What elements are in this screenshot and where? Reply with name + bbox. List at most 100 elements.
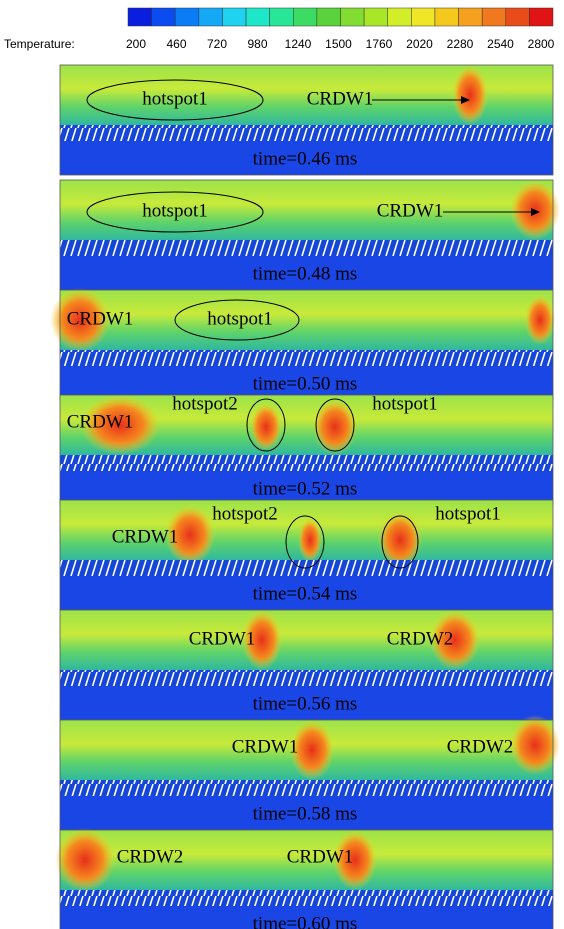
colorbar-tick-label: 720 [207, 37, 227, 51]
annotation: hotspot1 [142, 200, 207, 221]
hotspot-outline [315, 398, 355, 452]
colorbar-segment [151, 7, 176, 27]
hotspot-outline [86, 191, 264, 233]
annotation: CRDW1 [307, 88, 374, 109]
panel: CRDW1 CRDW2 time=0.56 ms [59, 609, 554, 721]
hot-region [313, 399, 357, 455]
hot-region [378, 512, 422, 568]
fresh-gas-zone [60, 686, 553, 720]
annotation: hotspot2 [172, 393, 237, 414]
colorbar-segment [505, 7, 530, 27]
colorbar-segment [340, 7, 365, 27]
annotation: CRDW1 [189, 628, 256, 649]
colorbar-tick-label: 1240 [285, 37, 312, 51]
arrow-head [461, 96, 470, 104]
hotspot-outline [174, 299, 300, 341]
flame-zone [60, 830, 553, 890]
colorbar-segment [434, 7, 459, 27]
hot-region [80, 395, 160, 455]
hot-region [525, 295, 555, 345]
flame-zone [60, 290, 553, 350]
time-label: time=0.46 ms [253, 148, 358, 169]
colorbar-tick-label: 1500 [325, 37, 352, 51]
colorbar-segment [363, 7, 388, 27]
hot-region [333, 830, 377, 890]
hot-region [298, 518, 322, 562]
colorbar-segment [269, 7, 294, 27]
injector-array [60, 670, 553, 686]
annotation: CRDW1 [67, 411, 134, 432]
colorbar-tick-label: 2280 [447, 37, 474, 51]
fresh-gas-zone [60, 906, 553, 929]
hot-region [510, 715, 560, 775]
arrow-head [531, 208, 540, 216]
annotation: CRDW1 [112, 526, 179, 547]
hot-region [242, 610, 282, 670]
hot-region [452, 65, 488, 125]
panel: hotspot1 CRDW1 time=0.46 ms [59, 64, 554, 176]
hotspot-outline [246, 398, 286, 452]
hot-region [290, 720, 334, 780]
injector-array [60, 350, 553, 366]
hotspot-outline [381, 515, 419, 569]
colorbar-segment [174, 7, 200, 27]
colorbar-tick-label: 460 [166, 37, 186, 51]
colorbar-segment [127, 7, 152, 27]
annotation: hotspot1 [372, 393, 437, 414]
colorbar-segment [222, 7, 247, 27]
injector-array [60, 125, 553, 141]
annotation: CRDW2 [447, 736, 514, 757]
fresh-gas-zone [60, 256, 553, 290]
fresh-gas-zone [60, 796, 553, 830]
annotation: hotspot1 [435, 503, 500, 524]
panel: CRDW1 hotspot1 time=0.50 ms [50, 288, 555, 401]
time-label: time=0.48 ms [253, 263, 358, 284]
panel-border [59, 64, 554, 176]
time-label: time=0.52 ms [253, 478, 358, 499]
colorbar-segment [529, 7, 554, 27]
colorbar-tick-label: 1760 [366, 37, 393, 51]
hot-region [165, 505, 215, 565]
annotation: CRDW1 [287, 846, 354, 867]
time-label: time=0.58 ms [253, 803, 358, 824]
time-label: time=0.60 ms [253, 913, 358, 929]
panel: hotspot1 CRDW1 time=0.48 ms [59, 179, 560, 291]
colorbar-tick-label: 200 [126, 37, 146, 51]
injector-array [60, 455, 553, 471]
colorbar-tick-label: 2800 [528, 37, 555, 51]
hot-region [50, 288, 110, 352]
panel: CRDW1 hotspot2 hotspot1 time=0.52 ms [59, 393, 554, 506]
panel: CRDW1 CRDW2 time=0.58 ms [59, 715, 560, 831]
injector-array [60, 890, 553, 906]
time-label: time=0.56 ms [253, 693, 358, 714]
annotation: CRDW1 [67, 308, 134, 329]
time-label: time=0.50 ms [253, 373, 358, 394]
panel: CRDW1 hotspot2 hotspot1 time=0.54 ms [59, 499, 554, 611]
colorbar-segment [411, 7, 436, 27]
colorbar-label: Temperature: [4, 37, 75, 51]
colorbar-tick-label: 980 [247, 37, 267, 51]
panel-border [59, 829, 554, 929]
annotation: CRDW2 [387, 628, 454, 649]
fresh-gas-zone [60, 366, 553, 400]
annotation: hotspot1 [207, 308, 272, 329]
colorbar-tick-label: 2540 [487, 37, 514, 51]
hot-region [430, 610, 480, 670]
fresh-gas-zone [60, 471, 553, 505]
hotspot-outline [86, 79, 264, 121]
annotation: CRDW2 [117, 846, 184, 867]
colorbar-segment [458, 7, 483, 27]
time-label: time=0.54 ms [253, 583, 358, 604]
colorbar-segment [245, 7, 270, 27]
colorbar-segment [316, 7, 341, 27]
colorbar-segment [387, 7, 412, 27]
annotation: hotspot2 [212, 503, 277, 524]
colorbar-segment [481, 7, 507, 27]
annotation: CRDW1 [377, 200, 444, 221]
flame-zone [60, 180, 553, 240]
fresh-gas-zone [60, 141, 553, 175]
hot-region [250, 403, 282, 451]
hotspot-outline [285, 515, 325, 569]
annotation: hotspot1 [142, 88, 207, 109]
injector-array [60, 240, 553, 256]
